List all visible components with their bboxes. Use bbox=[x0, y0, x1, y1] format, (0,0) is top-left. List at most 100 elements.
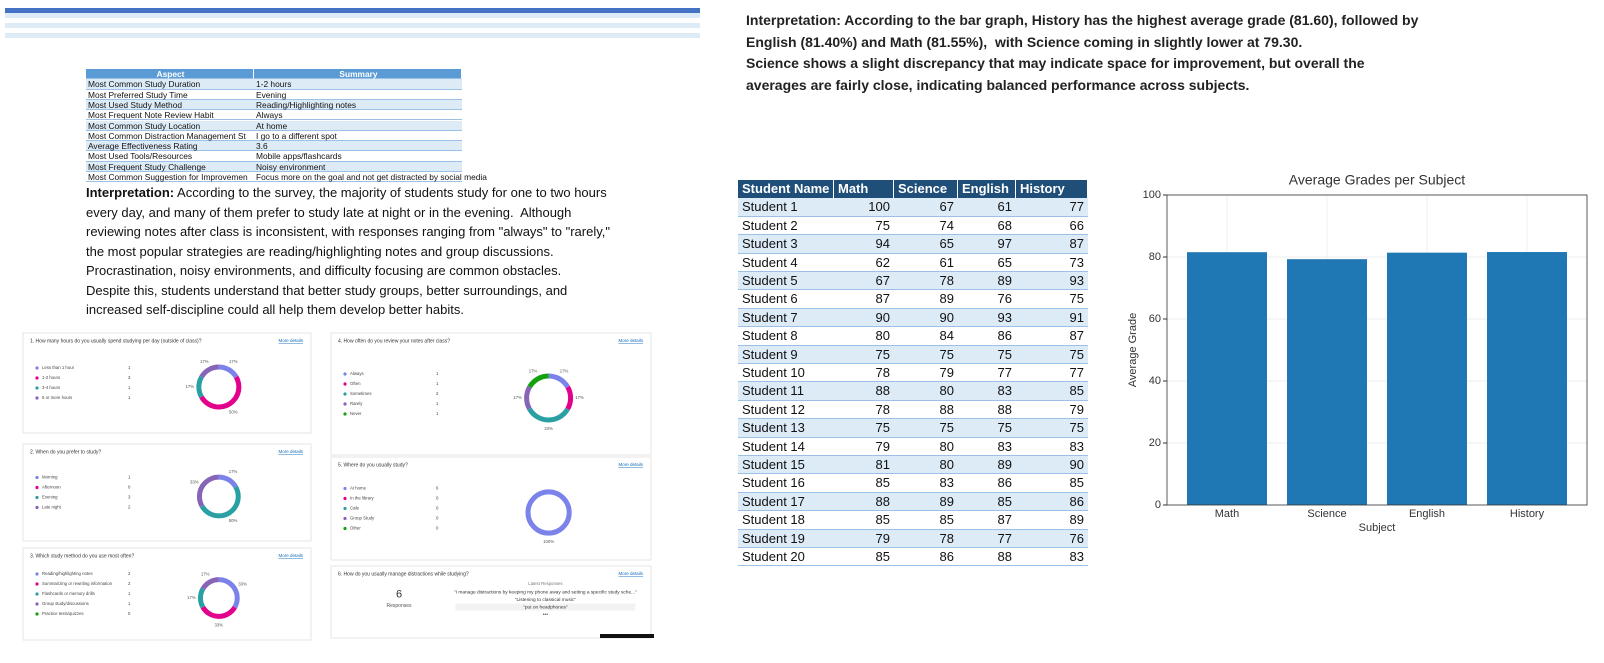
legend-label: At home bbox=[350, 486, 367, 491]
summary-row: Most Used Study Method Reading/Highlighti… bbox=[86, 99, 462, 111]
percent-label: 33% bbox=[544, 426, 553, 431]
legend-count: 1 bbox=[128, 475, 131, 480]
legend-count: 0 bbox=[436, 506, 439, 511]
header-cell: Science bbox=[894, 180, 958, 199]
legend-dot bbox=[343, 526, 347, 531]
legend-count: 1 bbox=[128, 601, 131, 606]
spreadsheet-row bbox=[5, 33, 700, 38]
interpretation-line: Procrastination, noisy environments, and… bbox=[86, 261, 610, 281]
summary-row: Most Frequent Note Review Habit Always bbox=[86, 110, 462, 121]
y-tick-label: 0 bbox=[1155, 499, 1161, 511]
legend-label: 5 or more hours bbox=[42, 395, 72, 400]
more-details-link[interactable]: More details bbox=[618, 571, 643, 576]
grade-cell: 74 bbox=[939, 217, 954, 233]
percent-label: 100% bbox=[543, 539, 554, 544]
bar bbox=[1387, 252, 1467, 505]
survey-card bbox=[330, 565, 652, 639]
legend-dot bbox=[343, 412, 347, 416]
donut-segment bbox=[197, 577, 240, 619]
grades-row: Student 10 78 79 77 77 bbox=[738, 364, 1088, 383]
x-tick-label: English bbox=[1409, 508, 1445, 520]
grade-cell: 89 bbox=[997, 457, 1012, 472]
grade-cell: Student 2 bbox=[742, 217, 798, 233]
summary-cell: 3.6 bbox=[254, 141, 462, 152]
grade-cell: 83 bbox=[997, 383, 1012, 399]
grades-row: Student 7 90 90 93 91 bbox=[738, 308, 1088, 328]
raw-spreadsheet bbox=[5, 8, 700, 38]
donut-segment bbox=[524, 373, 574, 423]
percent-label: 17% bbox=[575, 395, 584, 400]
percent-label: 17% bbox=[560, 368, 569, 373]
survey-card bbox=[330, 332, 652, 456]
interpretation-text: increased self-discipline could all help… bbox=[86, 302, 464, 317]
grade-cell: 87 bbox=[997, 512, 1012, 528]
grades-table: Student Name Math Science English History Stu… bbox=[738, 180, 1088, 570]
legend-label: Never bbox=[350, 411, 362, 416]
header-cell: History bbox=[1016, 180, 1088, 199]
question: 1. How many hours do you usually spend s… bbox=[30, 338, 202, 344]
grade-cell: 80 bbox=[939, 383, 954, 399]
grades-row: Student 16 85 83 86 85 bbox=[738, 474, 1088, 493]
latest-title: Latest Responses bbox=[528, 581, 562, 586]
legend-count: 3 bbox=[128, 495, 131, 500]
grade-cell: 85 bbox=[1069, 383, 1084, 399]
percent-label: 17% bbox=[186, 384, 195, 389]
grades-row: Student 3 94 65 97 87 bbox=[738, 235, 1088, 254]
legend-label: Late night bbox=[42, 505, 62, 510]
more-details-link[interactable]: More details bbox=[618, 338, 643, 343]
grade-cell: 78 bbox=[875, 365, 890, 380]
legend-count: 0 bbox=[436, 496, 439, 501]
interpretation-text: the most popular strategies are reading/… bbox=[86, 243, 554, 259]
spreadsheet-header bbox=[5, 8, 700, 13]
more-details-link[interactable]: More details bbox=[618, 462, 643, 467]
grade-cell: 87 bbox=[875, 291, 890, 307]
legend-dot bbox=[35, 475, 39, 480]
interpretation-line: increased self-discipline could all help… bbox=[86, 300, 610, 320]
more-details-link[interactable]: More details bbox=[278, 449, 303, 454]
legend-label: Evening bbox=[42, 495, 58, 500]
summary-cell: Most Common Suggestion for Improvemen bbox=[86, 172, 254, 183]
legend-label: Less than 1 hour bbox=[42, 365, 75, 370]
summary-header-cell: Summary bbox=[254, 69, 462, 80]
legend-count: 2 bbox=[436, 391, 439, 396]
legend-label: Summarizing or rewriting information bbox=[42, 581, 113, 586]
legend-count: 2 bbox=[128, 581, 131, 586]
grades-row: Student 9 75 75 75 75 bbox=[738, 345, 1088, 364]
interpretation-line: English (81.40%) and Math (81.55%), with… bbox=[746, 33, 1303, 50]
percent-label: 17% bbox=[529, 368, 538, 373]
grade-cell: Student 9 bbox=[742, 346, 798, 362]
grades-header: Student Name Math Science English History bbox=[738, 180, 1088, 199]
grade-cell: 88 bbox=[875, 493, 890, 509]
x-tick-label: Math bbox=[1215, 508, 1239, 520]
question: 4. How often do you review your notes af… bbox=[338, 338, 450, 344]
grade-cell: 75 bbox=[997, 346, 1012, 362]
more-details-link[interactable]: More details bbox=[278, 553, 303, 558]
grade-cell: 76 bbox=[1069, 530, 1084, 546]
grade-cell: Student 3 bbox=[742, 236, 798, 252]
grade-cell: Student 10 bbox=[742, 365, 805, 380]
grade-cell: 97 bbox=[997, 236, 1012, 252]
grade-cell: 89 bbox=[1069, 512, 1084, 528]
summary-row: Most Common Suggestion for Improvemen Foc… bbox=[86, 172, 487, 183]
grades-row: Student 14 79 80 83 83 bbox=[738, 437, 1088, 456]
y-tick-label: 100 bbox=[1143, 189, 1161, 201]
grade-cell: 65 bbox=[997, 254, 1012, 270]
legend-dot bbox=[343, 486, 347, 491]
grade-cell: 78 bbox=[939, 530, 954, 546]
grade-cell: Student 16 bbox=[742, 475, 805, 491]
grade-cell: 80 bbox=[875, 328, 890, 344]
legend-count: 1 bbox=[128, 395, 131, 400]
legend-label: Rarely bbox=[350, 401, 363, 406]
y-tick-label: 20 bbox=[1149, 437, 1161, 449]
summary-cell: Evening bbox=[254, 90, 462, 100]
grade-cell: 91 bbox=[1069, 309, 1084, 325]
summary-cell: Most Common Study Location bbox=[86, 121, 254, 131]
grades-row: Student 5 67 78 89 93 bbox=[738, 272, 1088, 291]
grades-row: Student 4 62 61 65 73 bbox=[738, 253, 1088, 272]
interpretation-line: averages are fairly close, indicating ba… bbox=[746, 76, 1250, 93]
grades-row: Student 6 87 89 76 75 bbox=[738, 290, 1088, 309]
summary-cell: 1-2 hours bbox=[254, 79, 462, 90]
percent-label: 17% bbox=[229, 359, 238, 364]
more-details-link[interactable]: More details bbox=[278, 338, 303, 343]
grade-cell: 85 bbox=[875, 549, 890, 564]
